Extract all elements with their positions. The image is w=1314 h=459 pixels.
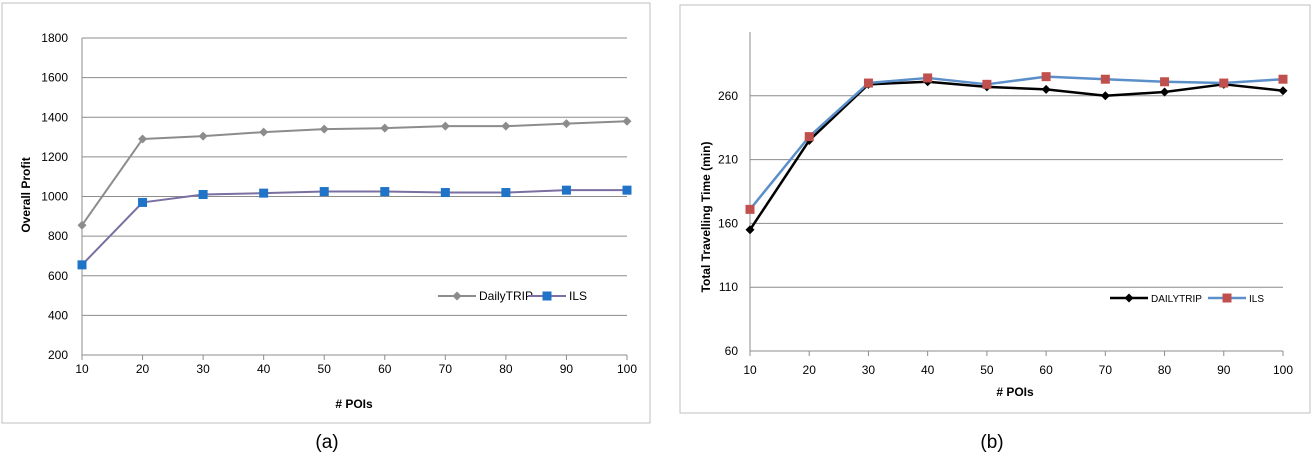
chart-a-series-1-point (380, 187, 390, 197)
chart-b-legend-label-0: DAILYTRIP (1151, 294, 1202, 305)
chart-b-series-1-point (1219, 78, 1229, 88)
chart-b-ytick-label: 110 (719, 280, 738, 294)
chart-b-series-1-point (923, 73, 933, 83)
chart-a-ylabel: Overall Profit (19, 157, 33, 232)
chart-a-legend-marker-0 (452, 291, 462, 301)
chart-a-ytick-label: 600 (48, 269, 68, 283)
chart-a-ytick-label: 400 (48, 308, 68, 322)
chart-a-xtick-label: 90 (560, 362, 574, 376)
chart-a-ytick-label: 800 (48, 229, 68, 243)
chart-b: # POIs Total Travelling Time (min) 60 110… (699, 32, 1293, 399)
chart-b-ytick-label: 160 (718, 216, 738, 230)
chart-b-ylabel: Total Travelling Time (min) (699, 142, 713, 293)
chart-b-xtick-label: 30 (862, 363, 876, 377)
chart-b-xtick-label: 20 (803, 363, 817, 377)
chart-a-series-0-line (81, 120, 628, 226)
chart-a-frame (1, 2, 651, 424)
chart-a-series-0-point (198, 131, 208, 141)
chart-a-ytick-label: 1200 (41, 150, 68, 164)
chart-b-series-0-point (1041, 84, 1051, 94)
chart-a-ytick-label: 1400 (41, 110, 68, 124)
chart-b-series-1-point (1100, 74, 1110, 84)
chart-a-xtick-label: 40 (257, 362, 271, 376)
chart-a-series-1-point (77, 260, 87, 270)
chart-a-series-1-point (561, 185, 571, 195)
chart-a-series-1-line (81, 189, 627, 266)
chart-a-series-0-point (319, 124, 329, 134)
chart-b-legend-label-1: ILS (1249, 294, 1264, 305)
chart-a-series-1-point (138, 197, 148, 207)
chart-a-series-1-point (501, 188, 511, 198)
chart-b-series-1-point (1278, 74, 1288, 84)
chart-a-xtick-label: 60 (378, 362, 392, 376)
chart-b-series-1-point (1041, 72, 1051, 82)
chart-b-ytick-label: 260 (718, 89, 738, 103)
chart-a-series-1-point (440, 188, 450, 198)
chart-b-xtick-label: 10 (743, 363, 757, 377)
chart-b-caption: (b) (980, 432, 1003, 453)
chart-b-xtick-label: 80 (1158, 363, 1172, 377)
chart-a-series-1-point (259, 188, 269, 198)
chart-b-series-0-point (1278, 86, 1288, 96)
chart-a-series-0-point (138, 134, 148, 144)
chart-b-xtick-label: 40 (921, 363, 935, 377)
chart-a-series-0-point (440, 121, 450, 131)
chart-b-xtick-label: 50 (980, 363, 994, 377)
chart-a-xtick-label: 100 (617, 362, 637, 376)
chart-b-ytick-label: 210 (718, 153, 738, 167)
chart-a-xtick-label: 20 (136, 362, 150, 376)
chart-b-series-1-point (745, 204, 755, 214)
chart-b-series-1-point (804, 132, 814, 142)
chart-b-xtick-label: 100 (1273, 363, 1293, 377)
chart-b-legend-marker-0 (1124, 293, 1134, 303)
chart-b-series-0-point (1160, 87, 1170, 97)
chart-a-series-1-point (319, 187, 329, 197)
chart-b-series-0-line (748, 80, 1284, 231)
chart-a-legend-label-1: ILS (569, 289, 587, 303)
chart-a-ytick-label: 1800 (41, 31, 68, 45)
chart-a-ytick-label: 1600 (41, 71, 68, 85)
chart-a-ytick-label: 1000 (41, 190, 68, 204)
chart-a: # POIs Overall Profit 200 400 600 800 1000 12… (19, 31, 637, 411)
chart-b-xtick-label: 70 (1099, 363, 1113, 377)
chart-a-series-0-point (259, 127, 269, 137)
chart-b-series-1-point (863, 78, 873, 88)
chart-b-series-0-point (745, 225, 755, 235)
chart-a-xtick-label: 70 (439, 362, 453, 376)
chart-b-ytick-label: 60 (725, 344, 739, 358)
chart-b-series-0-point (1100, 91, 1110, 101)
chart-a-xtick-label: 50 (318, 362, 332, 376)
chart-b-xtick-label: 60 (1039, 363, 1053, 377)
chart-a-caption: (a) (315, 432, 338, 453)
chart-a-series-1-point (622, 185, 632, 195)
chart-a-series-0-point (561, 119, 571, 129)
chart-b-series-1-point (1160, 77, 1170, 87)
chart-a-series-1-point (198, 190, 208, 200)
chart-a-ytick-label: 200 (48, 348, 68, 362)
chart-b-frame (679, 4, 1311, 414)
chart-a-xtick-label: 80 (499, 362, 513, 376)
chart-a-xtick-label: 10 (75, 362, 89, 376)
chart-a-legend-marker-1 (542, 291, 552, 301)
chart-b-xtick-label: 90 (1217, 363, 1231, 377)
chart-b-legend-marker-1 (1222, 293, 1232, 303)
chart-b-xlabel: # POIs (996, 385, 1034, 399)
chart-a-series-0-point (501, 121, 511, 131)
chart-a-series-0-point (77, 220, 87, 230)
chart-a-series-0-point (622, 116, 632, 126)
chart-a-series-0-point (380, 123, 390, 133)
chart-b-series-1-point (982, 79, 992, 89)
chart-b-series-1-line (749, 75, 1284, 211)
chart-a-legend-label-0: DailyTRIP (479, 289, 533, 303)
chart-a-xtick-label: 30 (196, 362, 210, 376)
chart-a-xlabel: # POIs (335, 397, 373, 411)
